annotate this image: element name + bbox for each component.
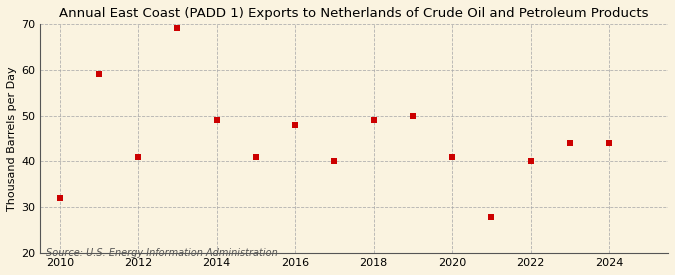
Point	[94, 72, 105, 76]
Point	[564, 141, 575, 145]
Point	[369, 118, 379, 122]
Point	[211, 118, 222, 122]
Point	[525, 159, 536, 164]
Y-axis label: Thousand Barrels per Day: Thousand Barrels per Day	[7, 66, 17, 211]
Text: Source: U.S. Energy Information Administration: Source: U.S. Energy Information Administ…	[47, 248, 278, 258]
Point	[54, 196, 65, 200]
Point	[486, 214, 497, 219]
Point	[447, 155, 458, 159]
Point	[250, 155, 261, 159]
Point	[172, 26, 183, 31]
Point	[329, 159, 340, 164]
Point	[133, 155, 144, 159]
Point	[408, 113, 418, 118]
Point	[603, 141, 614, 145]
Point	[290, 123, 300, 127]
Title: Annual East Coast (PADD 1) Exports to Netherlands of Crude Oil and Petroleum Pro: Annual East Coast (PADD 1) Exports to Ne…	[59, 7, 649, 20]
